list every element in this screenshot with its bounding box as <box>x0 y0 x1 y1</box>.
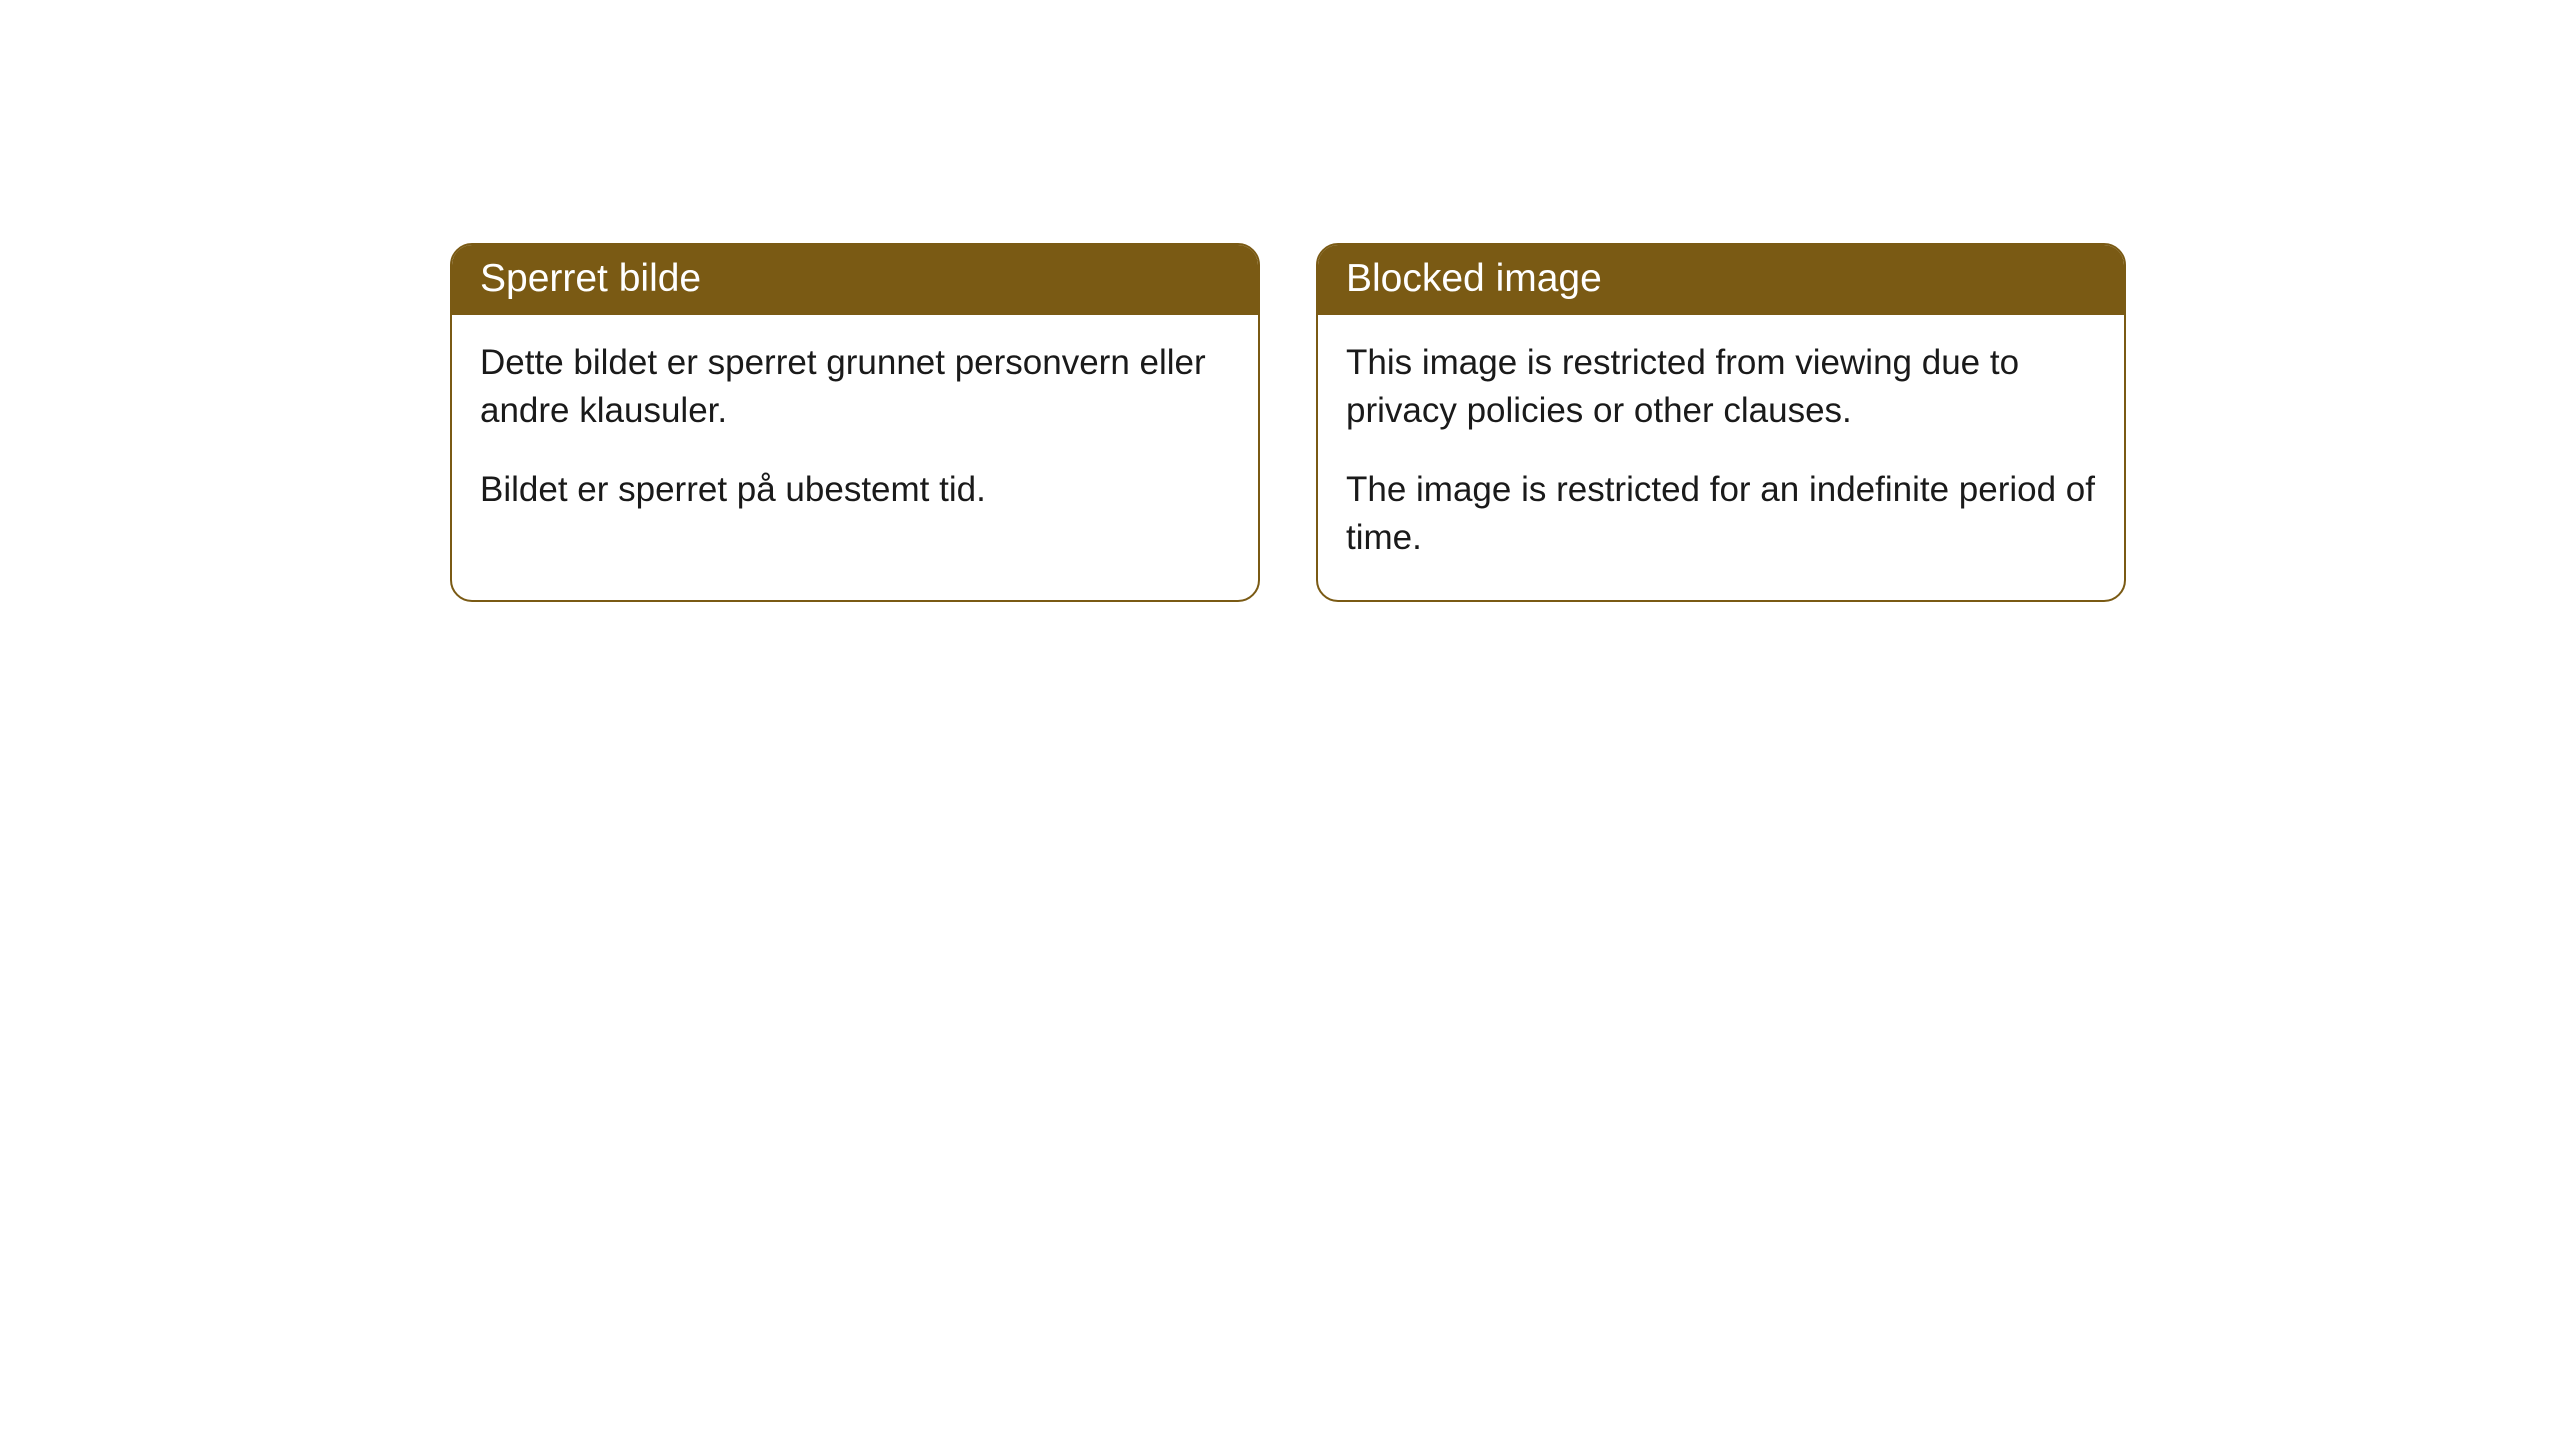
cards-container: Sperret bilde Dette bildet er sperret gr… <box>450 243 2126 602</box>
card-norwegian: Sperret bilde Dette bildet er sperret gr… <box>450 243 1260 602</box>
card-header-norwegian: Sperret bilde <box>452 245 1258 315</box>
card-header-english: Blocked image <box>1318 245 2124 315</box>
card-paragraph-2-norwegian: Bildet er sperret på ubestemt tid. <box>480 466 1230 514</box>
card-paragraph-1-norwegian: Dette bildet er sperret grunnet personve… <box>480 339 1230 436</box>
card-title-english: Blocked image <box>1346 257 1602 300</box>
card-body-english: This image is restricted from viewing du… <box>1318 315 2124 600</box>
card-paragraph-2-english: The image is restricted for an indefinit… <box>1346 466 2096 563</box>
card-paragraph-1-english: This image is restricted from viewing du… <box>1346 339 2096 436</box>
card-english: Blocked image This image is restricted f… <box>1316 243 2126 602</box>
card-title-norwegian: Sperret bilde <box>480 257 701 300</box>
card-body-norwegian: Dette bildet er sperret grunnet personve… <box>452 315 1258 552</box>
